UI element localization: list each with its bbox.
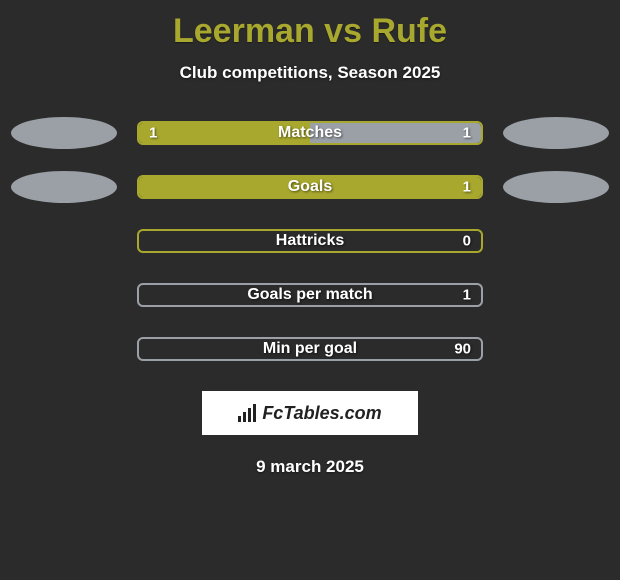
- right-team-oval: [503, 171, 609, 203]
- brand-badge: FcTables.com: [202, 391, 418, 435]
- spacer: [11, 333, 117, 365]
- stat-bar: 1 Matches 1: [137, 121, 483, 145]
- spacer: [503, 279, 609, 311]
- stat-bar: Hattricks 0: [137, 229, 483, 253]
- stat-right-value: 1: [463, 179, 471, 196]
- page-title: Leerman vs Rufe: [173, 12, 447, 51]
- stat-label: Hattricks: [276, 232, 344, 250]
- stat-bar: Min per goal 90: [137, 337, 483, 361]
- subtitle: Club competitions, Season 2025: [180, 63, 441, 83]
- stat-row: Min per goal 90: [0, 333, 620, 365]
- stat-bar: Goals per match 1: [137, 283, 483, 307]
- spacer: [503, 333, 609, 365]
- right-team-oval: [503, 117, 609, 149]
- stat-label: Matches: [278, 124, 342, 142]
- stat-label: Goals per match: [247, 286, 372, 304]
- stat-row: Goals per match 1: [0, 279, 620, 311]
- stat-right-value: 1: [463, 125, 471, 142]
- stat-label: Min per goal: [263, 340, 357, 358]
- comparison-infographic: Leerman vs Rufe Club competitions, Seaso…: [0, 0, 620, 477]
- bar-chart-icon: [238, 404, 256, 422]
- stat-right-value: 1: [463, 287, 471, 304]
- stat-row: Hattricks 0: [0, 225, 620, 257]
- stat-row: Goals 1: [0, 171, 620, 203]
- brand-text: FcTables.com: [262, 403, 381, 424]
- stat-right-value: 90: [454, 341, 471, 358]
- stat-left-value: 1: [149, 125, 157, 142]
- left-team-oval: [11, 171, 117, 203]
- spacer: [11, 279, 117, 311]
- date-label: 9 march 2025: [256, 457, 364, 477]
- stat-bar: Goals 1: [137, 175, 483, 199]
- left-team-oval: [11, 117, 117, 149]
- stats-block: 1 Matches 1 Goals 1 Hattricks 0 Goals per match…: [0, 117, 620, 365]
- spacer: [503, 225, 609, 257]
- spacer: [11, 225, 117, 257]
- stat-row: 1 Matches 1: [0, 117, 620, 149]
- stat-label: Goals: [288, 178, 332, 196]
- stat-right-value: 0: [463, 233, 471, 250]
